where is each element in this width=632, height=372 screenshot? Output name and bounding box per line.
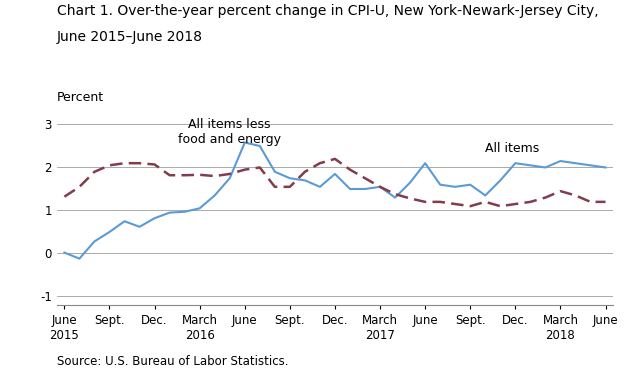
Text: Source: U.S. Bureau of Labor Statistics.: Source: U.S. Bureau of Labor Statistics. [57, 355, 288, 368]
Text: All items: All items [485, 142, 540, 155]
Text: Chart 1. Over-the-year percent change in CPI-U, New York-Newark-Jersey City,: Chart 1. Over-the-year percent change in… [57, 4, 599, 18]
Text: June 2015–June 2018: June 2015–June 2018 [57, 30, 203, 44]
Text: All items less
food and energy: All items less food and energy [178, 118, 281, 146]
Text: Percent: Percent [57, 91, 104, 104]
